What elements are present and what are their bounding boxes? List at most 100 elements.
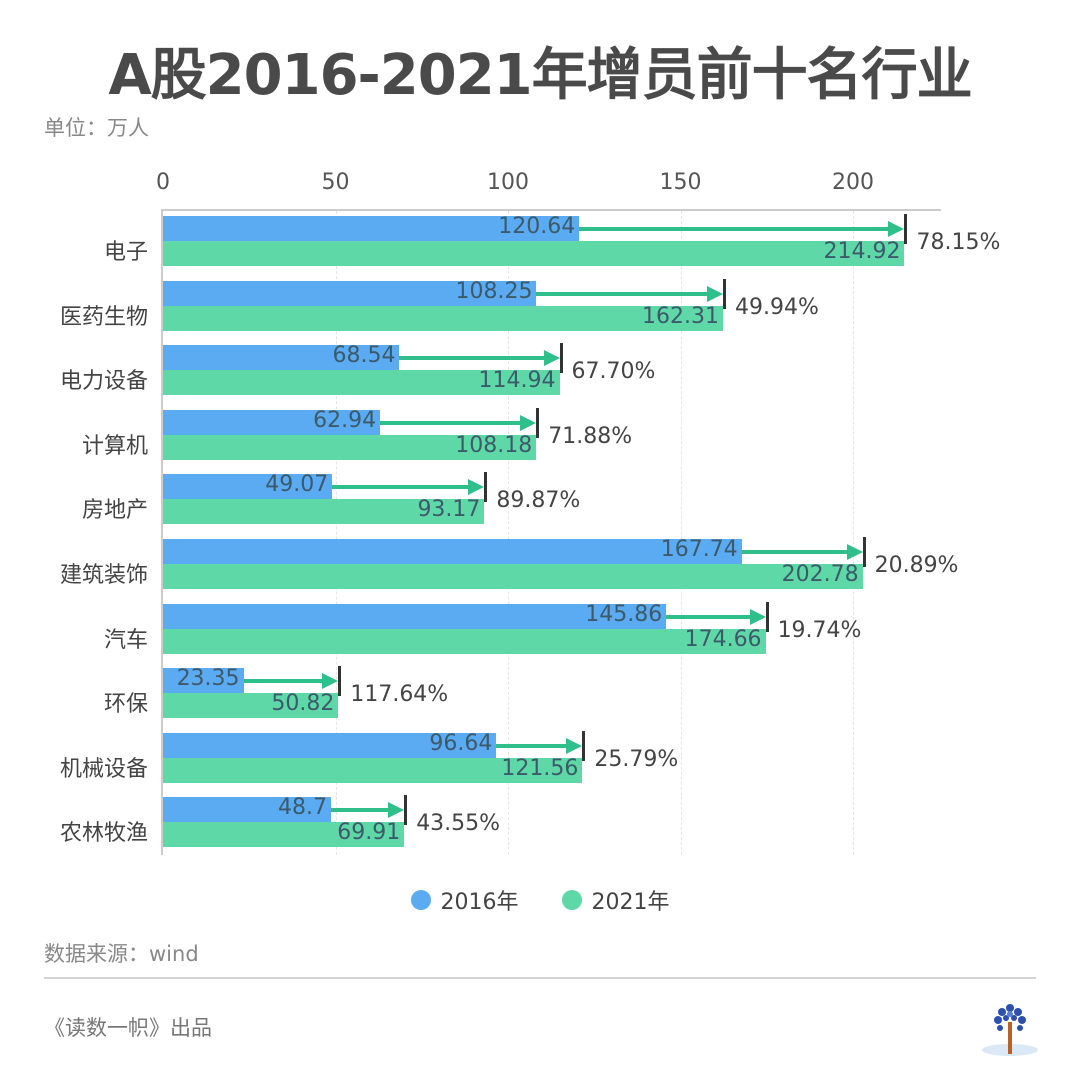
bar-2016[interactable]: 68.54 (163, 343, 400, 371)
growth-percent-label: 49.94% (734, 294, 819, 320)
value-label-2021: 50.82 (271, 691, 335, 717)
end-marker (722, 278, 726, 309)
growth-percent-label: 19.74% (777, 617, 862, 643)
bar-2016[interactable]: 62.94 (163, 407, 381, 435)
gridline (508, 211, 509, 855)
bar-2016[interactable]: 120.64 (163, 214, 580, 241)
value-label-2016: 23.35 (176, 666, 240, 692)
gridline (680, 211, 682, 855)
growth-arrow-line (496, 743, 567, 748)
bar-2016[interactable]: 48.7 (163, 795, 331, 823)
value-label-2021: 174.66 (684, 626, 762, 652)
value-label-2016: 120.64 (498, 214, 576, 239)
value-label-2016: 48.7 (278, 795, 327, 821)
growth-arrow-line (331, 808, 389, 813)
bar-2016[interactable]: 167.74 (163, 537, 742, 564)
gridline (335, 211, 337, 855)
value-label-2021: 69.91 (337, 820, 401, 846)
legend: 2016年 2021年 (0, 884, 1080, 916)
growth-percent-label: 20.89% (874, 553, 959, 578)
unit-label: 单位：万人 (44, 116, 149, 140)
category-label: 农林牧渔 (59, 821, 148, 847)
category-label: 建筑装饰 (59, 563, 148, 588)
growth-percent-label: 25.79% (594, 746, 679, 772)
growth-percent-label: 43.55% (416, 811, 501, 837)
legend-dot-2016-icon (410, 890, 431, 910)
bar-2016[interactable]: 145.86 (163, 602, 667, 629)
value-label-2016: 108.25 (455, 278, 533, 304)
bar-2021[interactable]: 114.94 (163, 368, 560, 396)
legend-dot-2021-icon (561, 890, 582, 910)
x-tick-label: 100 (487, 170, 529, 195)
y-axis-line (161, 209, 163, 855)
category-label: 医药生物 (59, 304, 148, 330)
end-marker (765, 601, 769, 632)
bar-2016[interactable]: 108.25 (163, 278, 537, 306)
end-marker (404, 795, 408, 826)
growth-percent-label: 78.15% (916, 230, 1001, 255)
footer-divider (44, 977, 1036, 979)
category-label: 机械设备 (59, 756, 148, 782)
bar-2021[interactable]: 69.91 (163, 820, 405, 848)
x-tick-label: 150 (659, 170, 702, 195)
x-axis-line (163, 209, 941, 211)
legend-item-2021[interactable]: 2021年 (561, 884, 670, 916)
bar-2021[interactable]: 202.78 (163, 562, 863, 589)
x-tick-label: 0 (156, 170, 170, 195)
value-label-2016: 62.94 (313, 407, 377, 433)
arrow-head-icon (468, 479, 485, 496)
value-label-2021: 162.31 (641, 303, 719, 329)
end-marker (904, 214, 908, 244)
value-label-2021: 108.18 (455, 432, 533, 458)
bar-2021[interactable]: 108.18 (163, 432, 537, 460)
growth-arrow-line (243, 679, 323, 684)
bar-2016[interactable]: 49.07 (163, 472, 333, 500)
arrow-head-icon (888, 221, 905, 237)
category-label: 电子 (103, 240, 148, 265)
value-label-2021: 114.94 (478, 368, 556, 394)
value-label-2021: 214.92 (823, 239, 901, 264)
arrow-head-icon (749, 608, 766, 625)
bar-2021[interactable]: 214.92 (163, 239, 905, 266)
category-label: 房地产 (81, 498, 148, 524)
bar-chart: 0 50 100 150 200 电子 120.64 214.92 78.15% 医药生物 108.… (0, 160, 1080, 860)
bar-2016[interactable]: 23.35 (163, 666, 244, 694)
value-label-2021: 93.17 (417, 497, 481, 523)
legend-label: 2016年 (440, 890, 519, 915)
growth-arrow-line (380, 420, 521, 425)
end-marker (484, 472, 488, 503)
growth-percent-label: 89.87% (496, 488, 581, 514)
arrow-head-icon (566, 737, 583, 754)
category-label: 汽车 (103, 627, 148, 653)
value-label-2021: 202.78 (781, 562, 859, 587)
value-label-2016: 96.64 (429, 730, 493, 756)
growth-percent-label: 71.88% (548, 423, 633, 449)
bar-2021[interactable]: 174.66 (163, 626, 766, 654)
value-label-2016: 49.07 (265, 472, 329, 498)
category-label: 环保 (103, 692, 148, 718)
value-label-2021: 121.56 (501, 755, 579, 781)
growth-arrow-line (399, 356, 544, 361)
growth-arrow-line (536, 291, 707, 296)
data-source: 数据来源：wind (44, 942, 199, 966)
legend-item-2016[interactable]: 2016年 (410, 884, 519, 916)
bar-2021[interactable]: 162.31 (163, 303, 723, 331)
growth-arrow-line (332, 485, 469, 490)
arrow-head-icon (706, 285, 723, 302)
growth-arrow-line (666, 614, 750, 619)
tree-logo-icon (980, 1000, 1040, 1056)
growth-percent-label: 67.70% (571, 359, 656, 385)
bar-2021[interactable]: 93.17 (163, 497, 485, 525)
chart-title: A股2016-2021年增员前十名行业 (108, 43, 972, 108)
credit-text: 《读数一帜》出品 (44, 1016, 212, 1040)
category-label: 计算机 (81, 433, 148, 459)
arrow-head-icon (520, 414, 537, 431)
end-marker (582, 730, 586, 761)
bar-2021[interactable]: 50.82 (163, 691, 339, 719)
end-marker (536, 407, 540, 438)
end-marker (338, 666, 342, 697)
end-marker (559, 343, 563, 374)
bar-2021[interactable]: 121.56 (163, 755, 583, 783)
value-label-2016: 167.74 (660, 537, 738, 562)
bar-2016[interactable]: 96.64 (163, 730, 497, 758)
